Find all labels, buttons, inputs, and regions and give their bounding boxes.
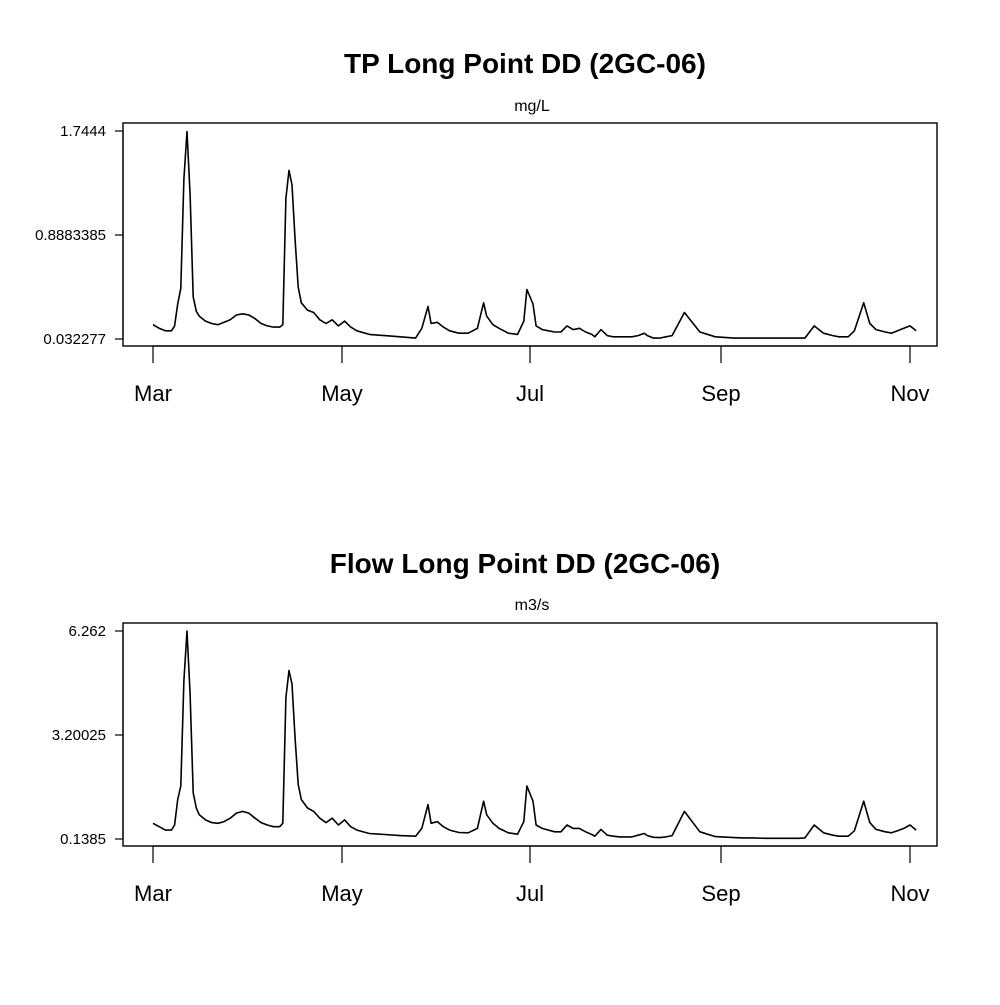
tp-panel: TP Long Point DD (2GC-06) mg/L 1.7444 0.…	[35, 48, 938, 406]
x-tick-label-tp-nov: Nov	[890, 381, 929, 406]
y-tick-label-tp-bottom: 0.032277	[43, 331, 106, 348]
y-tick-label-tp-mid: 0.8883385	[35, 227, 106, 244]
chart-unit-flow: m3/s	[515, 597, 550, 614]
x-tick-label-tp-sep: Sep	[701, 381, 740, 406]
x-tick-label-flow-mar: Mar	[134, 881, 172, 906]
chart-title-tp: TP Long Point DD (2GC-06)	[344, 48, 706, 79]
x-tick-label-flow-sep: Sep	[701, 881, 740, 906]
flow-line	[152, 630, 917, 840]
flow-panel: Flow Long Point DD (2GC-06) m3/s 6.262 3…	[52, 548, 938, 906]
y-tick-label-flow-mid: 3.20025	[52, 727, 106, 744]
plot-frame-tp	[122, 122, 938, 347]
x-tick-label-tp-may: May	[321, 381, 363, 406]
chart-unit-tp: mg/L	[514, 98, 550, 115]
chart-title-flow: Flow Long Point DD (2GC-06)	[330, 548, 720, 579]
x-tick-label-flow-jul: Jul	[516, 881, 544, 906]
tp-concentration-line	[152, 130, 917, 339]
y-tick-label-flow-bottom: 0.1385	[60, 831, 106, 848]
y-tick-label-tp-top: 1.7444	[60, 123, 106, 140]
x-tick-label-flow-nov: Nov	[890, 881, 929, 906]
x-tick-label-flow-may: May	[321, 881, 363, 906]
y-tick-label-flow-top: 6.262	[68, 623, 106, 640]
x-tick-label-tp-mar: Mar	[134, 381, 172, 406]
x-tick-label-tp-jul: Jul	[516, 381, 544, 406]
